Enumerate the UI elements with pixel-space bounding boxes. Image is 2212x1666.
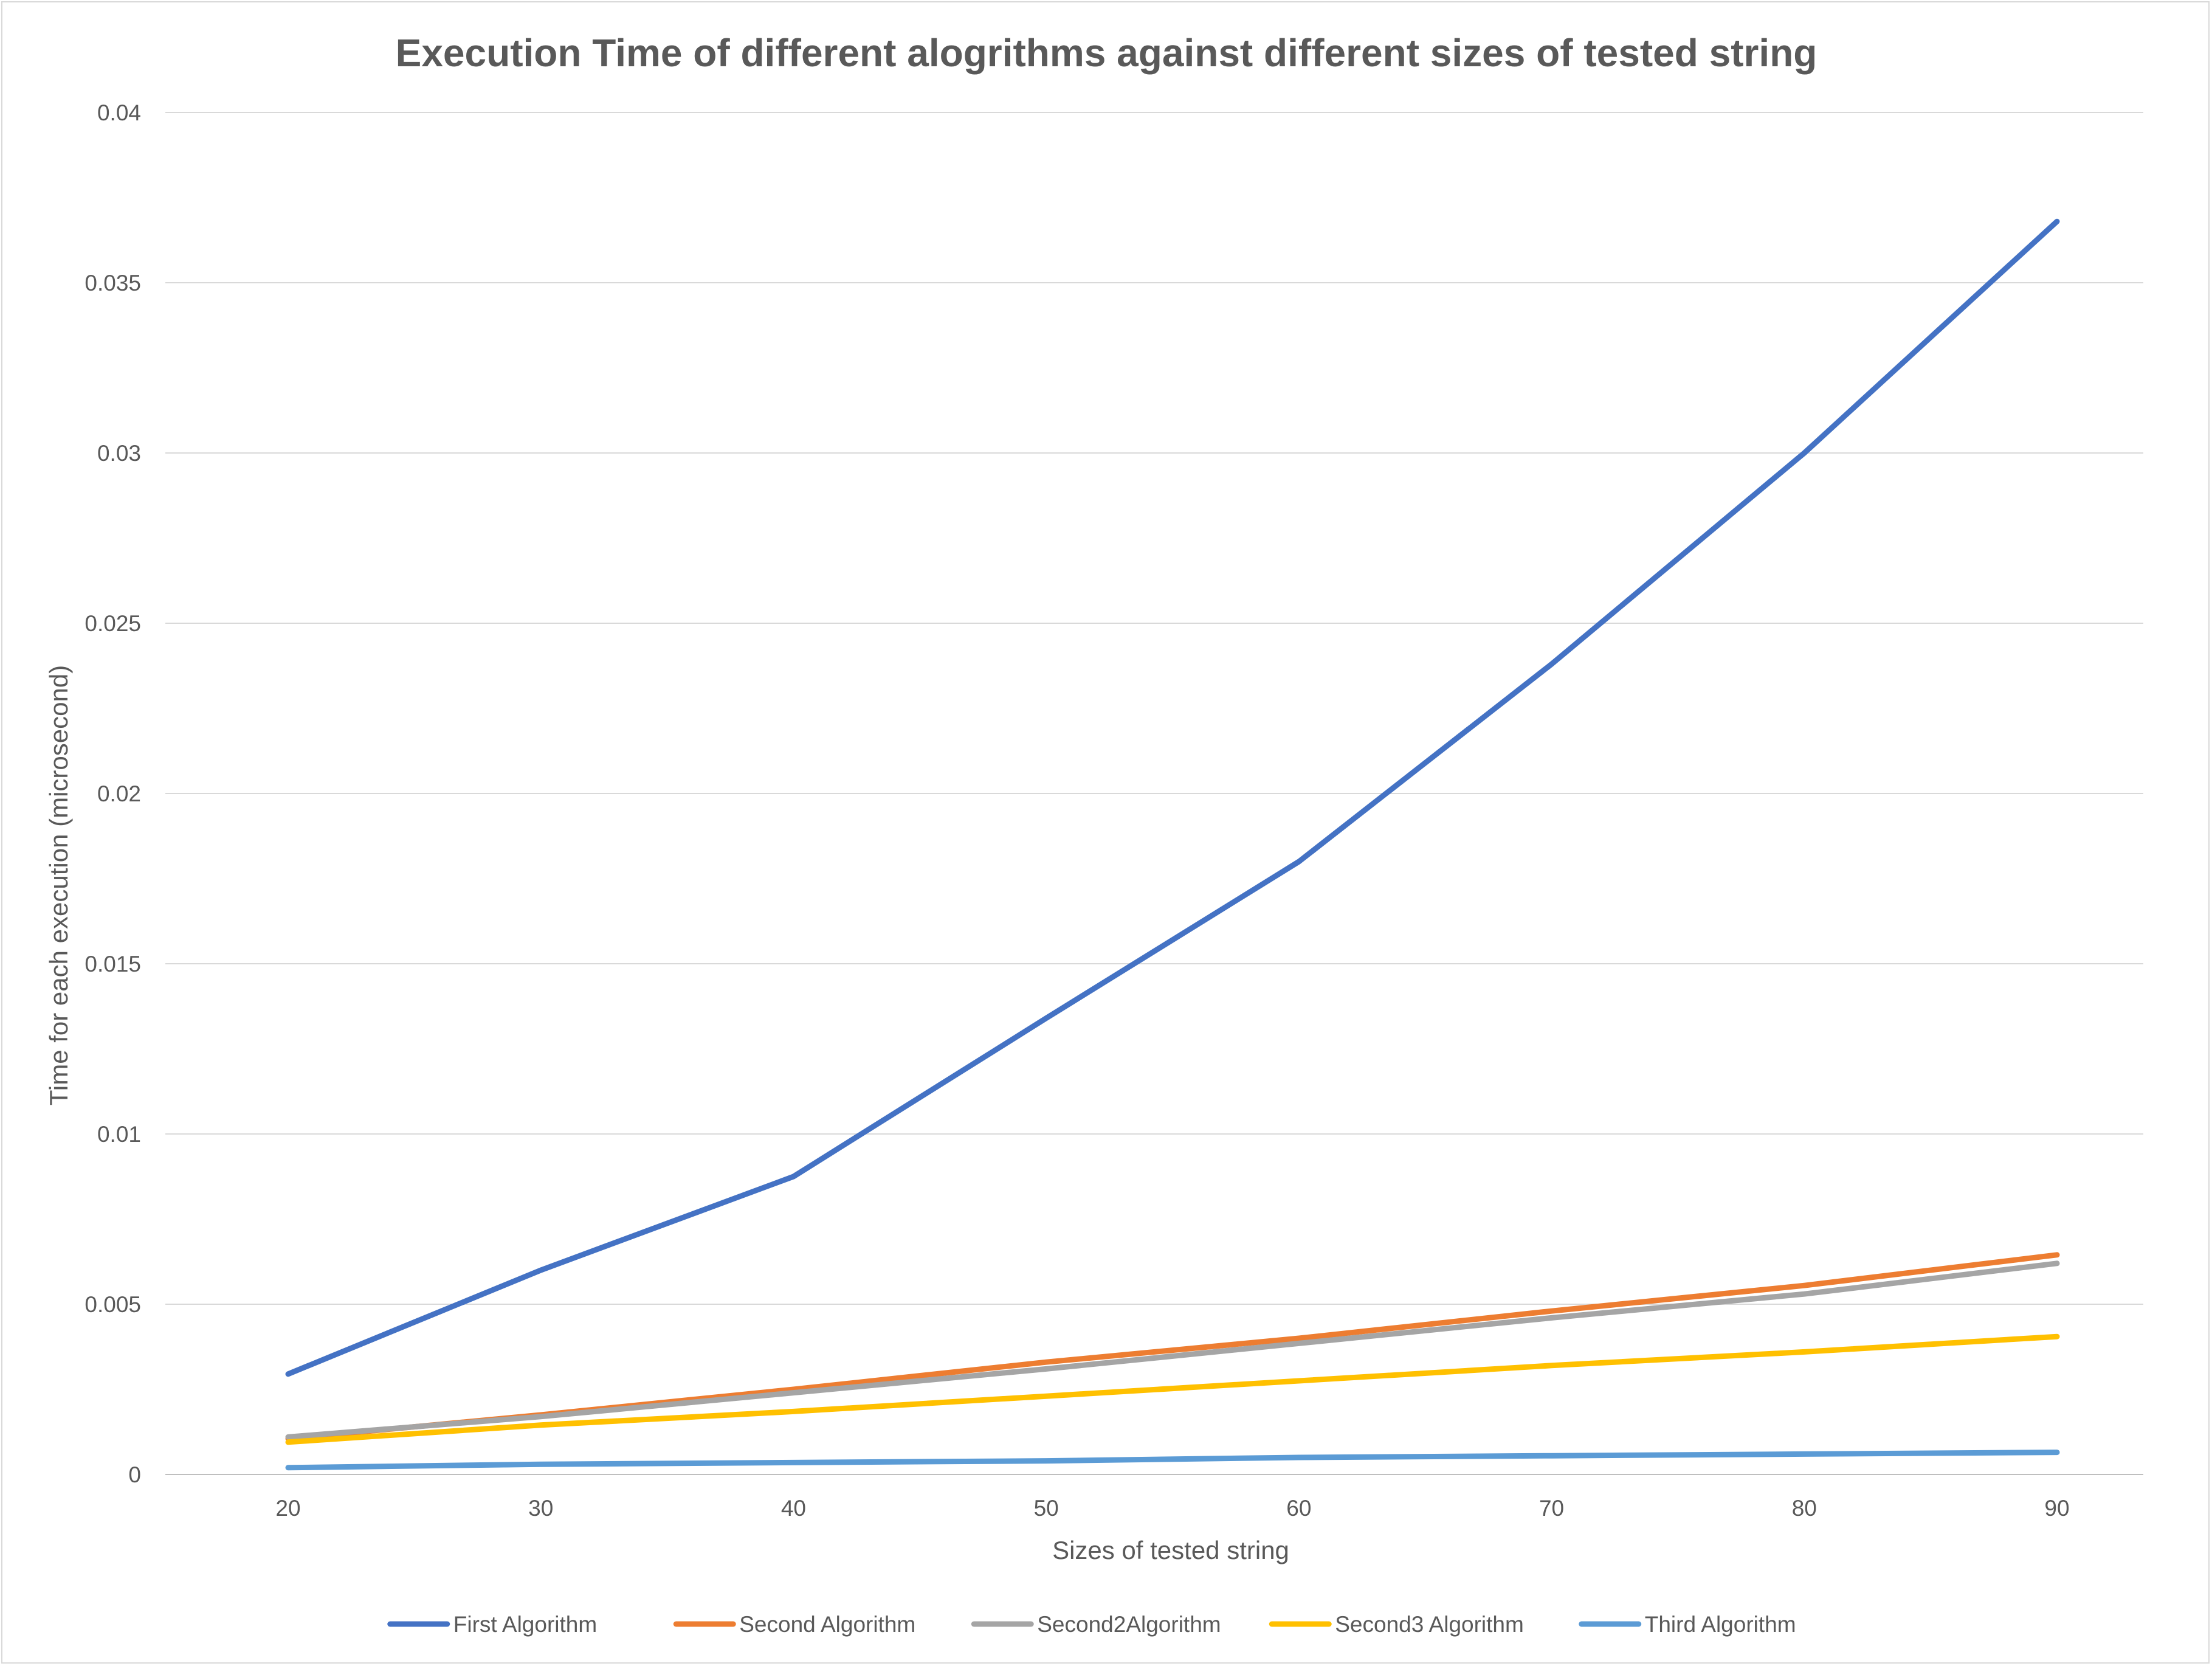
x-tick-label: 30 — [528, 1496, 553, 1521]
x-tick-label: 90 — [2044, 1496, 2069, 1521]
y-tick-label: 0 — [128, 1462, 141, 1487]
y-tick-labels: 0 0.005 0.01 0.015 0.02 0.025 0.03 0.035 0.04 — [84, 100, 141, 1487]
y-tick-label: 0.025 — [84, 611, 141, 636]
x-tick-label: 50 — [1034, 1496, 1059, 1521]
legend-item: Second3 Algorithm — [1269, 1612, 1524, 1637]
x-axis-title: Sizes of tested string — [1052, 1536, 1289, 1564]
y-axis-title: Time for each execution (microsecond) — [44, 665, 73, 1105]
series-line-2 — [285, 1252, 2060, 1442]
y-tick-label: 0.02 — [97, 781, 141, 806]
legend-label: Second2Algorithm — [1037, 1612, 1221, 1637]
chart-title: Execution Time of different alogrithms a… — [396, 31, 1817, 75]
x-tick-label: 80 — [1792, 1496, 1817, 1521]
y-tick-label: 0.015 — [84, 952, 141, 976]
series-line-5 — [285, 1450, 2060, 1471]
legend-item: Third Algorithm — [1579, 1612, 1796, 1637]
legend-label: First Algorithm — [453, 1612, 597, 1637]
y-tick-label: 0.04 — [97, 100, 141, 125]
legend-label: Second3 Algorithm — [1335, 1612, 1524, 1637]
legend-item: First Algorithm — [387, 1612, 597, 1637]
series-lines — [285, 218, 2060, 1471]
series-line-1 — [285, 218, 2060, 1377]
legend-label: Second Algorithm — [739, 1612, 915, 1637]
legend-item: Second2Algorithm — [971, 1612, 1221, 1637]
x-tick-label: 20 — [275, 1496, 300, 1521]
x-tick-label: 60 — [1286, 1496, 1311, 1521]
series-line-4 — [285, 1333, 2060, 1445]
x-tick-labels: 20 30 40 50 60 70 80 90 — [275, 1496, 2069, 1521]
y-tick-label: 0.005 — [84, 1292, 141, 1317]
y-tick-label: 0.01 — [97, 1122, 141, 1147]
x-tick-label: 40 — [781, 1496, 806, 1521]
x-tick-label: 70 — [1539, 1496, 1564, 1521]
y-tick-label: 0.035 — [84, 271, 141, 296]
legend-label: Third Algorithm — [1645, 1612, 1796, 1637]
gridlines — [165, 112, 2143, 1475]
legend: First Algorithm Second Algorithm Second2Al… — [387, 1612, 1796, 1637]
series-line-3 — [285, 1260, 2060, 1440]
y-tick-label: 0.03 — [97, 441, 141, 466]
legend-item: Second Algorithm — [673, 1612, 915, 1637]
